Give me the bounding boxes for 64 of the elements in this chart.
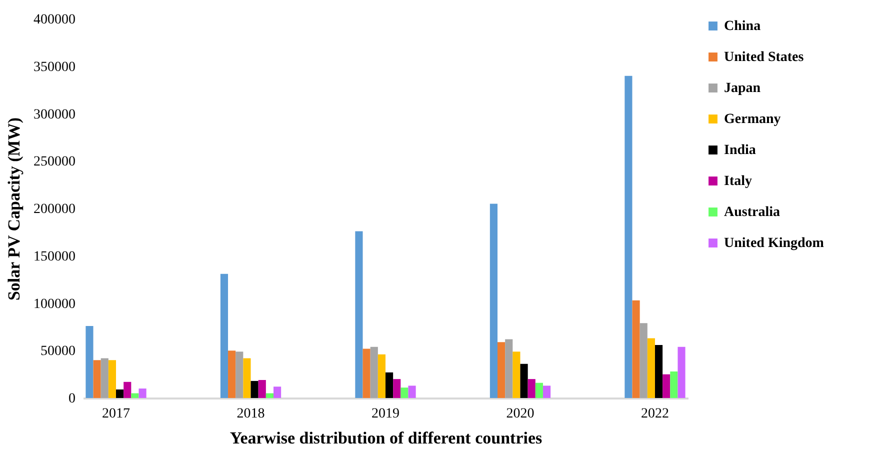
bar (220, 274, 228, 398)
legend-label: United States (724, 50, 804, 65)
x-tick-label: 2022 (640, 406, 669, 422)
bar (236, 352, 244, 398)
y-tick-label: 100000 (34, 296, 76, 312)
y-axis-title: Solar PV Capacity (MW) (4, 117, 24, 301)
bar (86, 326, 94, 398)
bar (370, 346, 378, 398)
bar (624, 76, 632, 398)
bar (362, 348, 370, 398)
y-tick-label: 300000 (34, 107, 76, 122)
y-tick-label: 350000 (34, 60, 76, 75)
y-tick-label: 400000 (34, 12, 76, 28)
bar (266, 393, 274, 398)
y-tick-label: 0 (68, 392, 76, 406)
bar (116, 389, 124, 398)
bar (640, 323, 648, 398)
bar (386, 372, 394, 398)
bar (498, 342, 506, 398)
bar (250, 380, 258, 398)
bar (138, 388, 146, 398)
bar (378, 354, 386, 398)
bar (678, 346, 686, 398)
bar (400, 388, 408, 398)
legend-label: India (724, 143, 756, 158)
x-tick-label: 2019 (372, 406, 400, 422)
bar (228, 350, 236, 398)
legend-label: Germany (724, 112, 781, 127)
bar (393, 379, 401, 398)
y-tick-label: 150000 (34, 249, 76, 264)
bar (520, 364, 528, 398)
bar (512, 352, 520, 398)
y-tick-label: 250000 (34, 154, 76, 170)
bar (108, 360, 116, 398)
bar (131, 393, 139, 398)
bar (535, 382, 543, 398)
x-tick-label: 2020 (506, 406, 534, 422)
bar (100, 358, 108, 398)
bar (93, 360, 101, 398)
bar (647, 338, 655, 398)
legend-label: Japan (724, 81, 761, 96)
y-tick-label: 50000 (40, 344, 76, 360)
bar (662, 374, 670, 398)
bar (542, 386, 551, 398)
bar (258, 380, 266, 398)
x-axis-title: Yearwise distribution of different countries (230, 428, 543, 448)
bar (505, 339, 513, 398)
bar (528, 379, 536, 398)
bar (654, 344, 663, 398)
bar (273, 386, 282, 398)
bar (408, 386, 416, 398)
x-tick-label: 2017 (102, 406, 130, 422)
bar (355, 231, 363, 398)
legend-label: Italy (724, 174, 752, 189)
x-tick-label: 2018 (236, 406, 265, 422)
bar (243, 358, 251, 398)
bar (632, 300, 640, 398)
legend-label: United Kingdom (724, 236, 824, 251)
legend-label: China (724, 19, 761, 34)
bar (490, 204, 498, 398)
bar (124, 382, 132, 398)
bar (670, 371, 678, 398)
y-tick-label: 200000 (34, 202, 76, 217)
legend-label: Australia (724, 205, 780, 220)
